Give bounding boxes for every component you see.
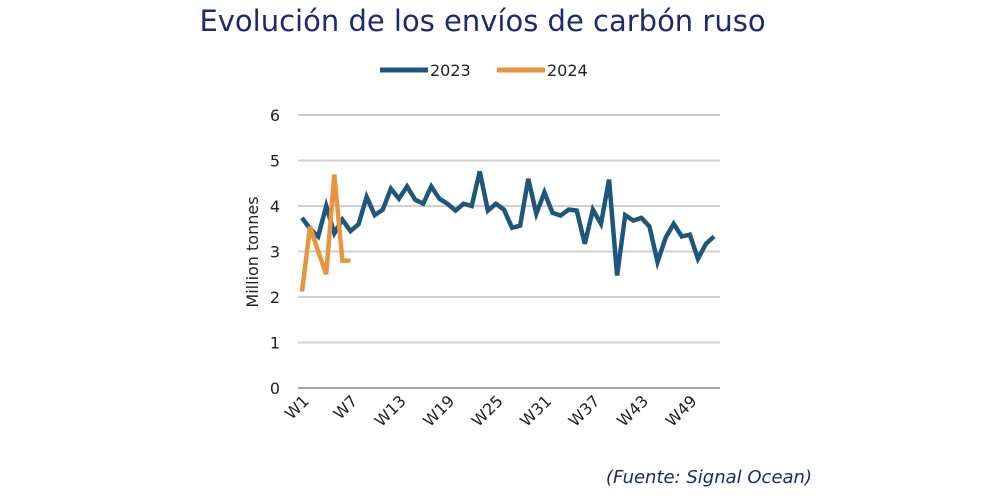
x-tick-label: W49 xyxy=(662,391,701,430)
x-tick-label: W7 xyxy=(329,391,361,423)
y-tick-label: 0 xyxy=(270,379,280,398)
chart-title: Evolución de los envíos de carbón ruso xyxy=(199,4,766,38)
y-tick-label: 2 xyxy=(270,288,280,307)
x-tick-label: W31 xyxy=(516,391,555,430)
y-axis-label: Million tonnes xyxy=(243,196,262,307)
legend-label-2023: 2023 xyxy=(430,61,471,80)
legend-label-2024: 2024 xyxy=(547,61,588,80)
y-tick-label: 6 xyxy=(270,106,280,125)
y-tick-label: 5 xyxy=(270,152,280,171)
source-note: (Fuente: Signal Ocean) xyxy=(605,467,812,488)
y-tick-label: 4 xyxy=(270,197,280,216)
series-line-2023 xyxy=(300,170,716,276)
y-tick-label: 1 xyxy=(270,334,280,353)
x-tick-label: W1 xyxy=(281,391,313,423)
x-tick-label: W13 xyxy=(371,391,410,430)
x-tick-label: W19 xyxy=(419,391,458,430)
y-tick-label: 3 xyxy=(270,243,280,262)
x-tick-label: W37 xyxy=(565,391,604,430)
series-line-2024 xyxy=(299,174,351,292)
x-tick-label: W25 xyxy=(468,391,507,430)
x-tick-label: W43 xyxy=(613,391,652,430)
